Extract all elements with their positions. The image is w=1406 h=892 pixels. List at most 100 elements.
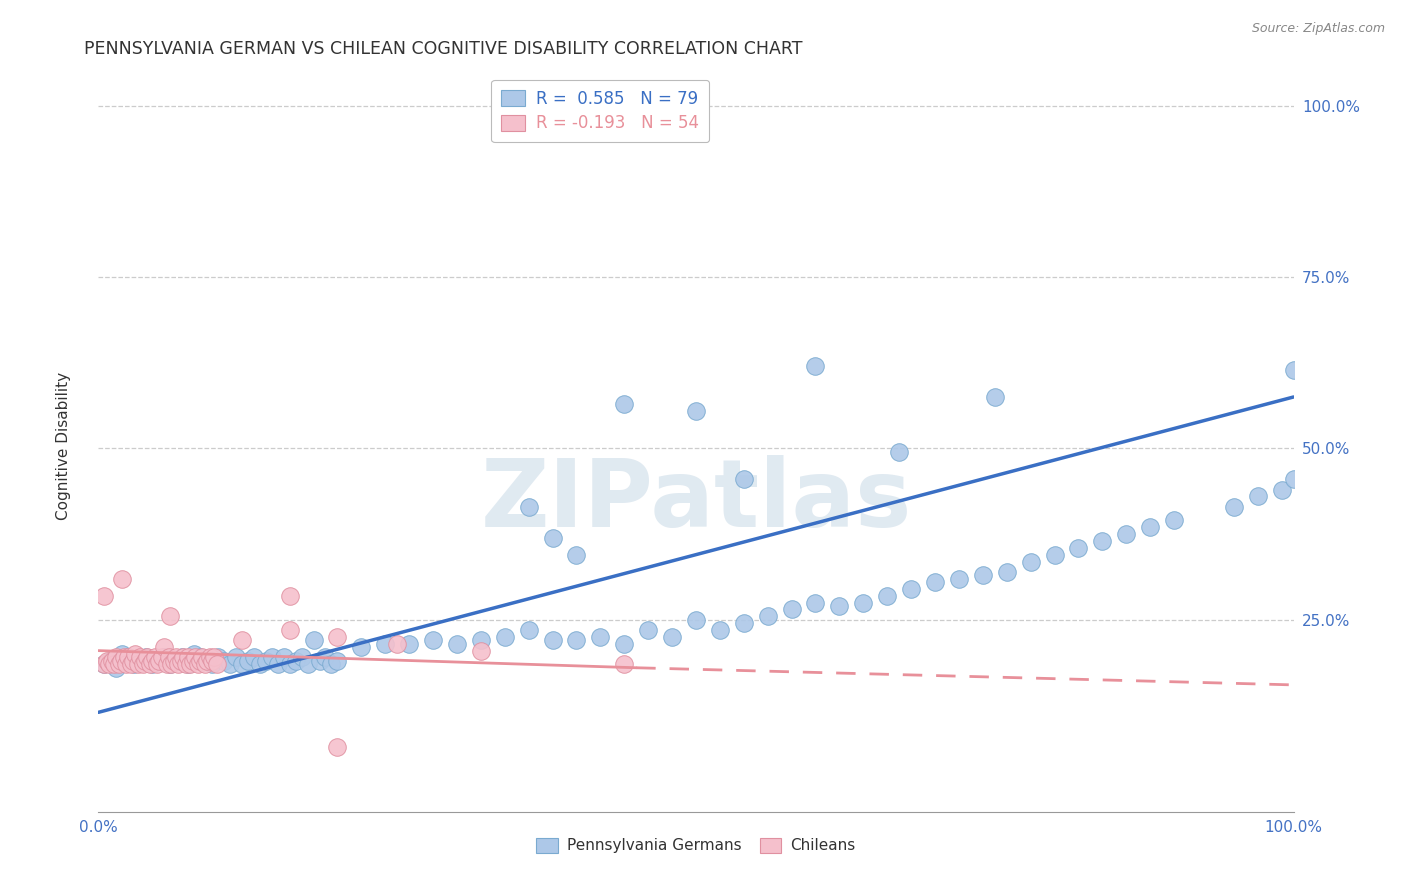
Point: [709, 623, 731, 637]
Point: [157, 650, 180, 665]
Point: [103, 657, 125, 672]
Point: [613, 657, 636, 672]
Text: ZIPatlas: ZIPatlas: [481, 455, 911, 547]
Point: [170, 654, 193, 668]
Point: [107, 657, 129, 672]
Point: [153, 640, 176, 655]
Point: [470, 633, 492, 648]
Point: [1019, 554, 1042, 568]
Point: [139, 657, 162, 672]
Point: [159, 657, 181, 672]
Point: [326, 739, 349, 754]
Point: [93, 589, 115, 603]
Legend: Pennsylvania Germans, Chileans: Pennsylvania Germans, Chileans: [530, 832, 862, 860]
Point: [112, 650, 135, 665]
Point: [110, 654, 132, 668]
Point: [117, 650, 139, 665]
Point: [267, 657, 290, 672]
Point: [172, 650, 194, 665]
Point: [184, 650, 207, 665]
Point: [98, 657, 121, 672]
Point: [613, 637, 636, 651]
Point: [177, 657, 200, 672]
Point: [613, 397, 636, 411]
Point: [385, 637, 409, 651]
Point: [136, 650, 159, 665]
Point: [231, 633, 253, 648]
Point: [780, 602, 803, 616]
Point: [1163, 513, 1185, 527]
Point: [111, 572, 134, 586]
Point: [565, 633, 588, 648]
Point: [187, 657, 209, 672]
Point: [804, 596, 827, 610]
Point: [243, 650, 266, 665]
Point: [273, 650, 295, 665]
Point: [236, 654, 259, 668]
Point: [120, 657, 142, 672]
Point: [876, 589, 898, 603]
Point: [1115, 527, 1137, 541]
Point: [115, 657, 138, 672]
Point: [302, 633, 325, 648]
Point: [517, 623, 540, 637]
Point: [321, 657, 343, 672]
Point: [1223, 500, 1246, 514]
Point: [1067, 541, 1090, 555]
Point: [135, 650, 157, 665]
Point: [188, 650, 211, 665]
Point: [96, 654, 118, 668]
Point: [470, 643, 492, 657]
Point: [124, 657, 146, 672]
Point: [165, 654, 187, 668]
Point: [326, 630, 349, 644]
Point: [589, 630, 612, 644]
Point: [155, 657, 177, 672]
Point: [804, 359, 827, 373]
Point: [148, 654, 170, 668]
Point: [179, 657, 201, 672]
Point: [191, 650, 214, 665]
Text: Source: ZipAtlas.com: Source: ZipAtlas.com: [1251, 22, 1385, 36]
Point: [181, 654, 204, 668]
Point: [153, 650, 176, 665]
Point: [163, 654, 186, 668]
Point: [129, 650, 152, 665]
Point: [308, 654, 330, 668]
Point: [972, 568, 994, 582]
Point: [398, 637, 420, 651]
Point: [924, 575, 946, 590]
Point: [541, 531, 564, 545]
Point: [1271, 483, 1294, 497]
Point: [174, 657, 197, 672]
Point: [207, 650, 229, 665]
Point: [565, 548, 588, 562]
Point: [374, 637, 396, 651]
Point: [165, 650, 187, 665]
Point: [278, 623, 301, 637]
Point: [117, 650, 139, 665]
Point: [517, 500, 540, 514]
Point: [254, 654, 277, 668]
Point: [900, 582, 922, 596]
Point: [177, 650, 200, 665]
Point: [98, 654, 122, 668]
Point: [225, 650, 247, 665]
Point: [134, 654, 156, 668]
Point: [1282, 472, 1305, 486]
Point: [291, 650, 314, 665]
Point: [995, 565, 1018, 579]
Point: [195, 654, 218, 668]
Point: [122, 654, 145, 668]
Point: [278, 589, 301, 603]
Point: [93, 657, 115, 672]
Point: [297, 657, 319, 672]
Point: [198, 650, 221, 665]
Point: [201, 657, 224, 672]
Point: [350, 640, 373, 655]
Point: [541, 633, 564, 648]
Point: [1091, 533, 1114, 548]
Point: [422, 633, 444, 648]
Point: [219, 657, 242, 672]
Point: [326, 654, 349, 668]
